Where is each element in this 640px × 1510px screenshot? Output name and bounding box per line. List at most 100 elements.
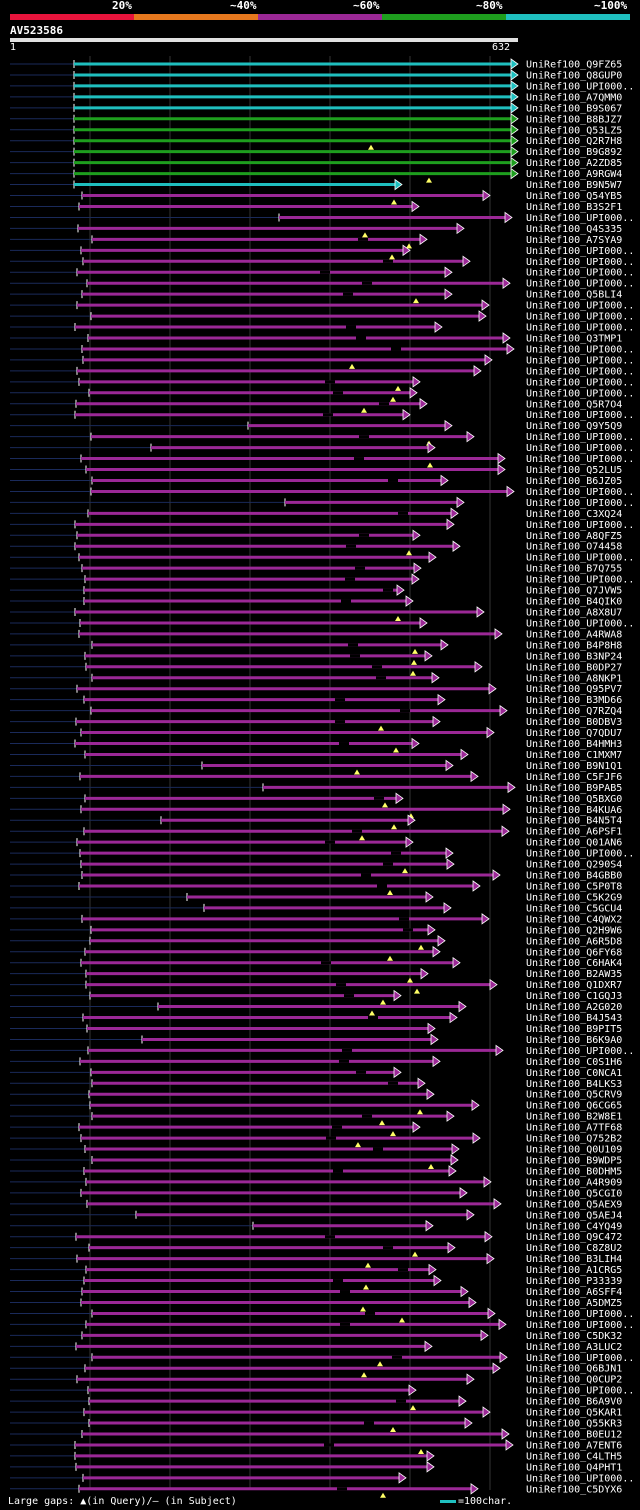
hit-label[interactable]: UniRef100_C0NCA1 (526, 1068, 622, 1079)
hit-label[interactable]: UniRef100_Q9C472 (526, 1232, 622, 1243)
hit-row[interactable]: UniRef100_A6PSF1 (10, 825, 622, 841)
hit-label[interactable]: UniRef100_UPI000.. (526, 344, 634, 355)
hit-row[interactable]: UniRef100_Q5CRV9 (10, 1088, 622, 1101)
hit-label[interactable]: UniRef100_UPI000.. (526, 520, 634, 531)
hit-label[interactable]: UniRef100_Q1DXR7 (526, 980, 622, 991)
hit-label[interactable]: UniRef100_UPI000.. (526, 1309, 634, 1320)
hit-row[interactable]: UniRef100_UPI000.. (10, 1472, 634, 1485)
hit-label[interactable]: UniRef100_Q5AEX9 (526, 1199, 622, 1210)
hit-row[interactable]: UniRef100_Q6BJN1 (10, 1362, 622, 1378)
hit-label[interactable]: UniRef100_A1CRG5 (526, 1265, 622, 1276)
hit-label[interactable]: UniRef100_C4LTH5 (526, 1451, 622, 1462)
hit-row[interactable]: UniRef100_A9RGW4 (10, 167, 622, 183)
hit-row[interactable]: UniRef100_A7TF68 (10, 1121, 622, 1137)
hit-row[interactable]: UniRef100_B3NP24 (10, 650, 622, 665)
hit-row[interactable]: UniRef100_B4KUA6 (10, 803, 622, 819)
hit-row[interactable]: UniRef100_Q5KAR1 (10, 1406, 622, 1419)
hit-label[interactable]: UniRef100_Q01AN6 (526, 838, 622, 849)
hit-label[interactable]: UniRef100_UPI000.. (526, 279, 634, 290)
hit-row[interactable]: UniRef100_Q290S4 (10, 858, 622, 874)
hit-row[interactable]: UniRef100_B4P8H8 (10, 639, 622, 654)
hit-label[interactable]: UniRef100_C5GCU4 (526, 903, 622, 914)
hit-row[interactable]: UniRef100_C4QWX2 (10, 913, 622, 926)
hit-label[interactable]: UniRef100_A5DMZ5 (526, 1298, 622, 1309)
hit-label[interactable]: UniRef100_UPI000.. (526, 81, 634, 92)
hit-label[interactable]: UniRef100_B9N1Q1 (526, 761, 622, 772)
hit-row[interactable]: UniRef100_Q9FZ65 (10, 58, 622, 71)
hit-label[interactable]: UniRef100_Q2H9W6 (526, 925, 622, 936)
hit-row[interactable]: UniRef100_UPI000.. (10, 452, 634, 468)
hit-label[interactable]: UniRef100_UPI000.. (526, 213, 634, 224)
hit-label[interactable]: UniRef100_B7Q755 (526, 564, 622, 575)
hit-row[interactable]: UniRef100_B4LKS3 (10, 1077, 622, 1090)
hit-row[interactable]: UniRef100_UPI000.. (10, 365, 634, 378)
hit-row[interactable]: UniRef100_B9PAB5 (10, 781, 622, 794)
hit-row[interactable]: UniRef100_A6R5D8 (10, 935, 622, 950)
hit-row[interactable]: UniRef100_B0DHM5 (10, 1165, 622, 1178)
hit-label[interactable]: UniRef100_UPI000.. (526, 849, 634, 860)
hit-row[interactable]: UniRef100_A6SFF4 (10, 1285, 622, 1299)
hit-label[interactable]: UniRef100_Q9Y5Q9 (526, 421, 622, 432)
hit-label[interactable]: UniRef100_A2G020 (526, 1002, 622, 1013)
hit-label[interactable]: UniRef100_Q0U109 (526, 1145, 622, 1156)
hit-row[interactable]: UniRef100_C0NCA1 (10, 1066, 622, 1079)
hit-row[interactable]: UniRef100_B6JZ05 (10, 474, 622, 487)
hit-label[interactable]: UniRef100_B4LKS3 (526, 1079, 622, 1090)
hit-label[interactable]: UniRef100_B2W8E1 (526, 1112, 622, 1123)
hit-label[interactable]: UniRef100_B3MD66 (526, 695, 622, 706)
hit-row[interactable]: UniRef100_B2AW35 (10, 967, 622, 983)
hit-row[interactable]: UniRef100_UPI000.. (10, 518, 634, 531)
hit-row[interactable]: UniRef100_B0DP27 (10, 661, 622, 676)
hit-row[interactable]: UniRef100_A2ZD85 (10, 156, 622, 170)
hit-row[interactable]: UniRef100_A8NKP1 (10, 671, 622, 685)
hit-label[interactable]: UniRef100_Q7QDU7 (526, 728, 622, 739)
hit-label[interactable]: UniRef100_A4R909 (526, 1177, 622, 1188)
hit-row[interactable]: UniRef100_C1GQJ3 (10, 989, 622, 1005)
hit-label[interactable]: UniRef100_Q54YB5 (526, 191, 622, 202)
hit-row[interactable]: UniRef100_C5P0T8 (10, 880, 622, 895)
hit-label[interactable]: UniRef100_UPI000.. (526, 312, 634, 323)
hit-row[interactable]: UniRef100_B9PIT5 (10, 1022, 622, 1035)
hit-row[interactable]: UniRef100_UPI000.. (10, 1351, 634, 1367)
hit-row[interactable]: UniRef100_B4HMH3 (10, 737, 622, 753)
hit-row[interactable]: UniRef100_B9G892 (10, 145, 622, 159)
hit-row[interactable]: UniRef100_Q6CG65 (10, 1099, 622, 1115)
hit-row[interactable]: UniRef100_B3MD66 (10, 693, 622, 707)
hit-label[interactable]: UniRef100_Q95PV7 (526, 684, 622, 695)
hit-row[interactable]: UniRef100_B0DBV3 (10, 715, 622, 731)
hit-row[interactable]: UniRef100_B4QIK0 (10, 595, 622, 608)
hit-label[interactable]: UniRef100_B3LIH4 (526, 1254, 622, 1265)
hit-row[interactable]: UniRef100_UPI000.. (10, 80, 634, 93)
hit-label[interactable]: UniRef100_C6HAK4 (526, 958, 622, 969)
hit-row[interactable]: UniRef100_B3S2F1 (10, 200, 622, 213)
hit-row[interactable]: UniRef100_UPI000.. (10, 354, 634, 369)
hit-row[interactable]: UniRef100_Q3TMP1 (10, 332, 622, 345)
hit-row[interactable]: UniRef100_Q5BXG0 (10, 792, 622, 808)
hit-row[interactable]: UniRef100_B7Q755 (10, 562, 622, 575)
hit-row[interactable]: UniRef100_Q2H9W6 (10, 924, 622, 937)
hit-label[interactable]: UniRef100_B4N5T4 (526, 816, 622, 827)
hit-label[interactable]: UniRef100_A7QMM0 (526, 92, 622, 103)
hit-row[interactable]: UniRef100_Q9Y5Q9 (10, 419, 622, 433)
hit-label[interactable]: UniRef100_UPI000.. (526, 323, 634, 334)
hit-label[interactable]: UniRef100_B9N5W7 (526, 180, 622, 191)
hit-label[interactable]: UniRef100_Q4S335 (526, 224, 622, 235)
hit-label[interactable]: UniRef100_UPI000.. (526, 1473, 634, 1484)
hit-label[interactable]: UniRef100_A8QFZ5 (526, 531, 622, 542)
hit-label[interactable]: UniRef100_UPI000.. (526, 553, 634, 564)
hit-label[interactable]: UniRef100_C5FJF6 (526, 772, 622, 783)
hit-label[interactable]: UniRef100_Q752B2 (526, 1134, 622, 1145)
hit-row[interactable]: UniRef100_B4N5T4 (10, 814, 622, 830)
hit-label[interactable]: UniRef100_Q53LZ5 (526, 125, 622, 136)
hit-row[interactable]: UniRef100_UPI000.. (10, 310, 634, 323)
hit-label[interactable]: UniRef100_Q5R7O4 (526, 399, 622, 410)
hit-label[interactable]: UniRef100_B9G892 (526, 147, 622, 158)
hit-label[interactable]: UniRef100_C4YQ49 (526, 1221, 622, 1232)
hit-label[interactable]: UniRef100_UPI000.. (526, 498, 634, 509)
hit-row[interactable]: UniRef100_C5DK32 (10, 1329, 622, 1342)
hit-label[interactable]: UniRef100_Q2R7H8 (526, 136, 622, 147)
hit-row[interactable]: UniRef100_UPI000.. (10, 430, 634, 446)
hit-row[interactable]: UniRef100_UPI000.. (10, 387, 634, 402)
hit-row[interactable]: UniRef100_A3LUC2 (10, 1340, 622, 1353)
hit-label[interactable]: UniRef100_Q6FY68 (526, 947, 622, 958)
